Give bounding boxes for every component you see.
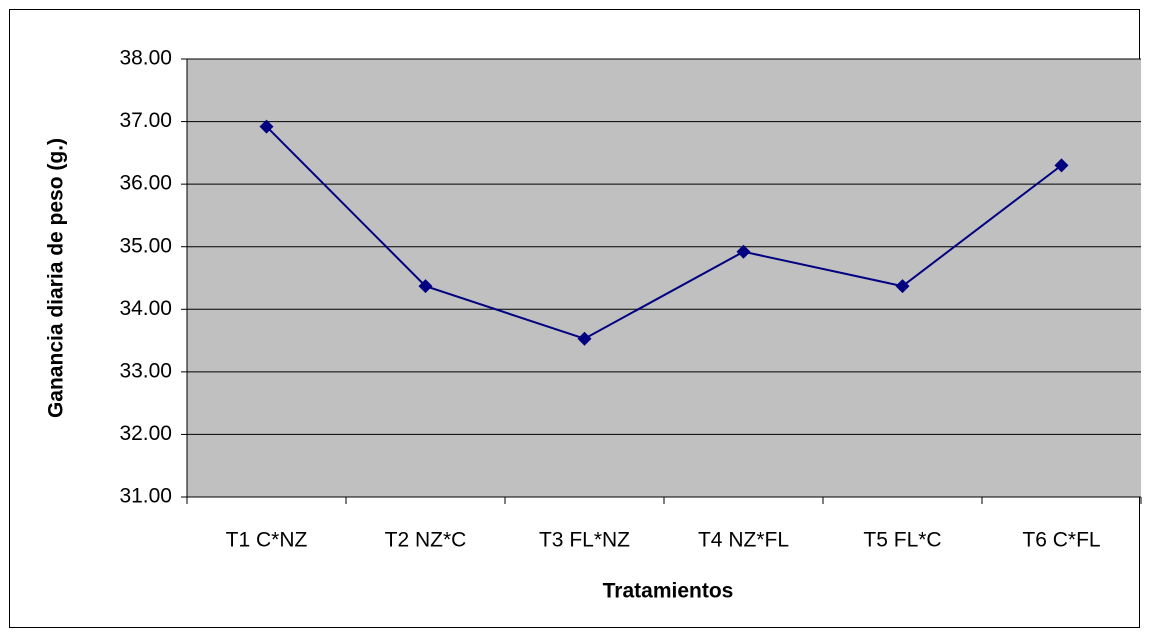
y-tick-label: 38.00 xyxy=(119,47,172,70)
x-axis-title: Tratamientos xyxy=(603,580,734,603)
y-tick-label: 34.00 xyxy=(119,297,172,320)
y-tick-label: 33.00 xyxy=(119,359,172,382)
y-tick-label: 35.00 xyxy=(119,234,172,257)
y-tick-label: 31.00 xyxy=(119,485,172,508)
y-axis-title: Ganancia diaria de peso (g.) xyxy=(45,138,68,418)
x-tick-label: T6 C*FL xyxy=(1022,529,1100,552)
x-tick-label: T1 C*NZ xyxy=(226,529,308,552)
x-tick-label: T3 FL*NZ xyxy=(539,529,630,552)
x-tick-label: T4 NZ*FL xyxy=(698,529,789,552)
y-tick-label: 37.00 xyxy=(119,109,172,132)
x-tick-label: T2 NZ*C xyxy=(385,529,467,552)
data-point xyxy=(418,279,433,294)
y-tick-label: 32.00 xyxy=(119,422,172,445)
plot-area xyxy=(187,59,1141,497)
data-line xyxy=(265,125,1063,340)
data-point xyxy=(259,119,274,134)
y-tick-label: 36.00 xyxy=(119,172,172,195)
data-point xyxy=(1054,158,1069,173)
data-point xyxy=(736,244,751,259)
x-tick-label: T5 FL*C xyxy=(863,529,941,552)
data-point xyxy=(895,279,910,294)
data-point xyxy=(577,331,592,346)
